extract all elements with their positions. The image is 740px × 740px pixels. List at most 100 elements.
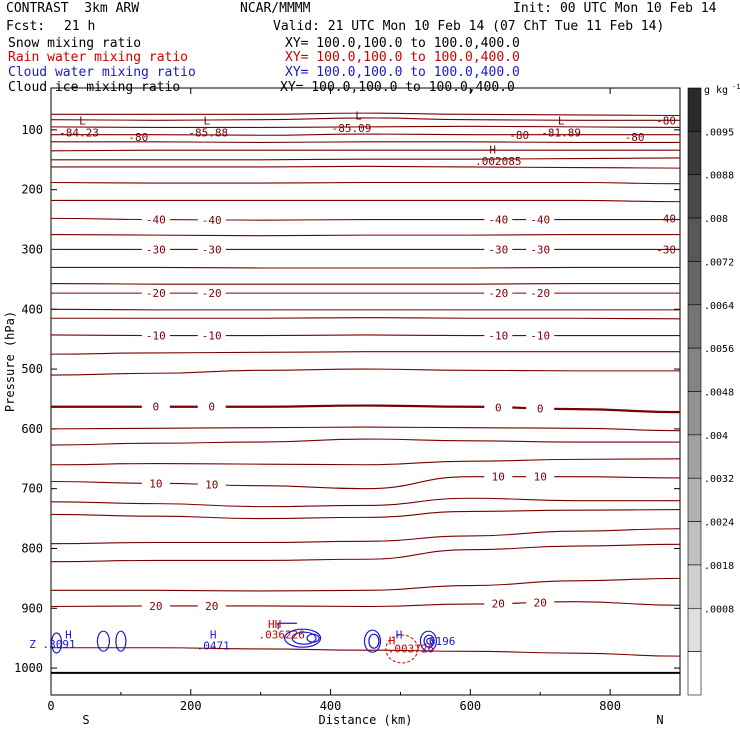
colorbar-tick-label: .0032 <box>704 474 734 485</box>
contour-label-mask <box>141 213 170 226</box>
contour-label: -30 <box>146 243 166 256</box>
contour-label: -40 <box>146 214 166 227</box>
extremum-marker: L <box>204 114 211 127</box>
contour-label-mask <box>197 478 226 491</box>
cloud-water-contour <box>284 628 322 648</box>
y-axis-label: Pressure (hPa) <box>3 311 17 412</box>
y-tick-label: 100 <box>21 123 43 137</box>
temperature-contour <box>50 458 681 466</box>
temperature-contour <box>51 266 680 269</box>
contour-label-mask <box>526 596 555 609</box>
header-title: CONTRAST 3km ARW <box>6 1 140 16</box>
temperature-contour <box>50 125 681 129</box>
temperature-contour <box>51 157 681 161</box>
contour-label: -20 <box>488 287 508 300</box>
temperature-contour <box>50 351 680 355</box>
contour-label: 10 <box>492 471 505 484</box>
rain-marker: HH <box>268 618 281 631</box>
rain-contour <box>385 634 419 664</box>
temperature-contour <box>50 149 681 152</box>
contour-label: 20 <box>492 597 505 610</box>
contour-value-label: -85.09 <box>332 122 372 135</box>
temperature-contour <box>50 308 680 311</box>
header-fcst-label: Fcst: <box>6 19 46 34</box>
contour-label-mask <box>197 599 226 612</box>
cloud-water-label: Z .3091 <box>29 638 75 651</box>
contour-label: -40 <box>202 214 222 227</box>
contour-value-label: -81.89 <box>541 126 581 139</box>
contour-label-mask <box>197 213 226 226</box>
temperature-contour <box>50 181 681 185</box>
contour-value-label: .002085 <box>475 155 521 168</box>
cloud-water-contour <box>363 629 382 653</box>
contour-label: -20 <box>530 287 550 300</box>
temperature-contour <box>50 509 681 520</box>
temperature-contour <box>51 133 680 136</box>
colorbar-tick-label: .0064 <box>704 301 734 312</box>
colorbar-swatch <box>687 87 702 132</box>
contour-label: 0 <box>495 401 502 414</box>
contour-label: -10 <box>488 330 508 343</box>
colorbar-swatch <box>687 521 702 566</box>
colorbar-unit: g kg <box>704 85 728 96</box>
temperature-contour <box>50 438 680 446</box>
header-valid: Valid: 21 UTC Mon 10 Feb 14 (07 ChT Tue … <box>273 19 665 34</box>
contour-label-mask <box>141 287 170 300</box>
cloud-water-contour <box>96 630 111 652</box>
contour-value-label: -80 <box>656 114 676 127</box>
cloud-water-marker: H <box>210 629 217 642</box>
field-name-cloud-water: Cloud water mixing ratio <box>8 65 196 80</box>
colorbar-tick-label: .004 <box>704 431 728 442</box>
contour-label-mask <box>197 243 226 256</box>
x-tick-label: 800 <box>599 699 621 713</box>
colorbar: .0095 .0088 .008 .0072 .0064 .0056 .0048 .004 .0… <box>687 83 740 696</box>
cloud-water-contour <box>50 632 63 654</box>
temperature-contour <box>51 317 681 320</box>
cloud-water-contour <box>277 622 298 630</box>
contour-label-mask <box>484 401 513 414</box>
contour-label: -10 <box>202 330 222 343</box>
colorbar-swatch <box>687 564 702 609</box>
contour-label: 20 <box>534 597 547 610</box>
colorbar-swatch <box>687 477 702 522</box>
rain-marker: H <box>389 635 396 648</box>
contour-label: 0 <box>153 401 160 414</box>
colorbar-swatch <box>687 391 702 436</box>
cloud-water-contour <box>419 630 437 652</box>
colorbar-tick-label: .0008 <box>704 604 734 615</box>
field-name-rain: Rain water mixing ratio <box>8 50 189 65</box>
y-tick-label: 300 <box>21 242 43 256</box>
contour-label: 10 <box>534 471 547 484</box>
colorbar-swatch <box>687 434 702 479</box>
contour-label-mask <box>141 243 170 256</box>
y-tick-label: 600 <box>21 422 43 436</box>
colorbar-tick-label: .0018 <box>704 561 734 572</box>
temperature-contour <box>50 426 681 432</box>
contour-label: 0 <box>208 401 215 414</box>
contour-label-mask <box>141 400 170 413</box>
temperature-contour <box>50 577 681 592</box>
contour-label-mask <box>484 287 513 300</box>
temperature-contour <box>51 141 680 143</box>
cloud-water-contour <box>291 631 317 645</box>
rain-label: .036226 <box>258 629 304 642</box>
colorbar-tick-label: .008 <box>704 214 728 225</box>
cloud-water-label: .6196 <box>422 635 455 648</box>
temperature-contour <box>50 528 681 545</box>
extremum-marker: H <box>489 144 496 157</box>
contour-label-mask <box>141 599 170 612</box>
contour-label: -10 <box>530 330 550 343</box>
contour-value-label: -80 <box>128 131 148 144</box>
cloud-water-contour <box>115 630 127 652</box>
contour-label: -10 <box>146 330 166 343</box>
colorbar-tick-label: .0072 <box>704 257 734 268</box>
contour-label: 10 <box>205 479 218 492</box>
plot-frame <box>50 87 681 696</box>
field-name-snow: Snow mixing ratio <box>8 36 142 51</box>
contour-label: -30 <box>202 243 222 256</box>
header-center: NCAR/MMMM <box>240 1 311 16</box>
x-tick-label: 200 <box>180 699 202 713</box>
cloud-water-contour <box>306 633 320 643</box>
field-xy-cloud-water: XY= 100.0,100.0 to 100.0,400.0 <box>285 65 520 80</box>
